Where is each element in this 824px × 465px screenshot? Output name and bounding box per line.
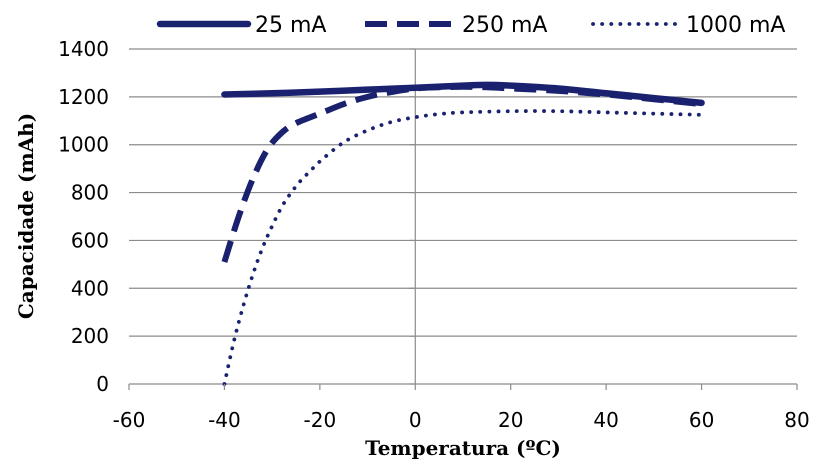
series-line-dotted xyxy=(222,109,704,386)
y-tick-label: 1200 xyxy=(58,85,109,109)
y-tick-label: 200 xyxy=(71,324,109,348)
series-layer xyxy=(221,81,705,386)
legend-label: 1000 mA xyxy=(686,13,785,38)
x-tick-label: 40 xyxy=(593,408,618,432)
tick-layer: 0 200 400 600 800 1000 1200 1400 -60 -40 -20 0 20 40 6… xyxy=(58,37,810,432)
x-tick-label: 0 xyxy=(409,408,422,432)
x-tick-label: -20 xyxy=(304,408,337,432)
legend-label: 250 mA xyxy=(462,13,547,38)
series-line-solid xyxy=(221,81,705,107)
x-tick-label: -40 xyxy=(208,408,241,432)
x-tick-label: -60 xyxy=(113,408,146,432)
y-tick-label: 1000 xyxy=(58,133,109,157)
axis-layer xyxy=(129,49,797,385)
x-tick-label: 80 xyxy=(784,408,809,432)
x-tick-label: 20 xyxy=(498,408,523,432)
x-tick-label: 60 xyxy=(689,408,714,432)
y-tick-label: 0 xyxy=(96,372,109,396)
series-line-dashed xyxy=(221,83,702,263)
y-tick-label: 800 xyxy=(71,181,109,205)
y-tick-label: 400 xyxy=(71,276,109,300)
y-tick-label: 600 xyxy=(71,228,109,252)
legend-label: 25 mA xyxy=(255,13,326,38)
x-axis-title: Temperatura (ºC) xyxy=(365,436,561,460)
y-axis-title: Capacidade (mAh) xyxy=(14,113,38,319)
legend: 25 mA 250 mA 1000 mA xyxy=(156,13,785,38)
y-tick-label: 1400 xyxy=(58,37,109,61)
